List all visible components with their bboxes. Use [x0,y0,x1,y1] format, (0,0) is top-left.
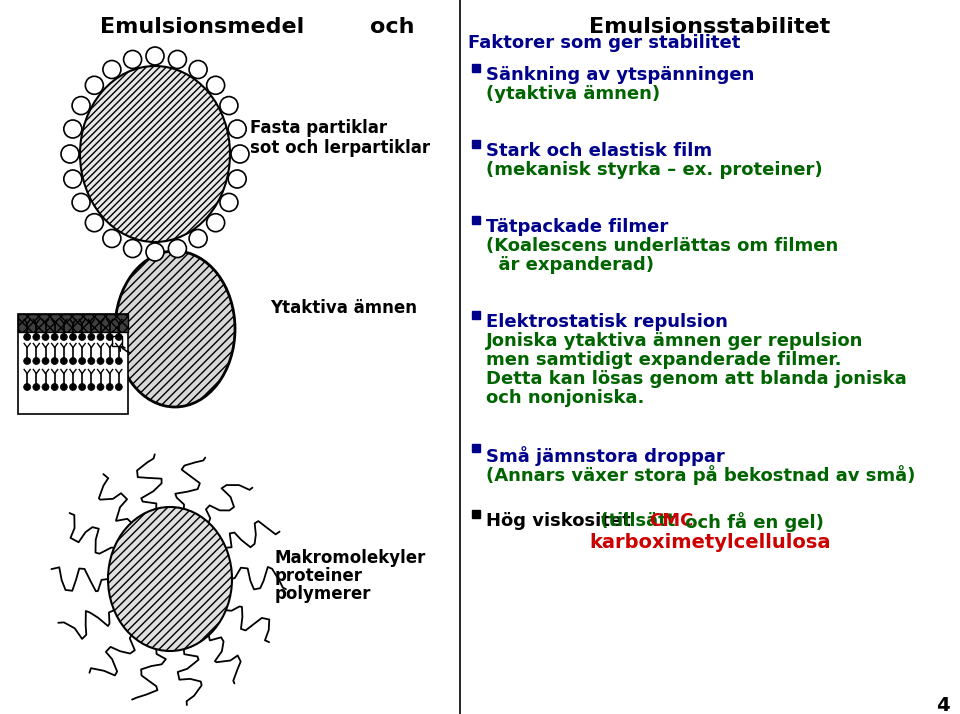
Circle shape [103,61,121,79]
Circle shape [189,61,207,79]
Circle shape [220,193,238,211]
Circle shape [168,51,186,69]
Text: men samtidigt expanderade filmer.: men samtidigt expanderade filmer. [486,351,842,369]
Text: Stark och elastisk film: Stark och elastisk film [486,142,712,160]
Text: Detta kan lösas genom att blanda joniska: Detta kan lösas genom att blanda joniska [486,370,907,388]
Text: Makromolekyler: Makromolekyler [275,549,426,567]
Circle shape [206,76,225,94]
Circle shape [115,358,122,365]
Circle shape [72,96,90,114]
Circle shape [42,358,49,365]
Text: är expanderad): är expanderad) [486,256,654,274]
Circle shape [107,383,113,391]
Circle shape [79,383,85,391]
Circle shape [228,170,246,188]
Circle shape [24,333,31,341]
Text: Elektrostatisk repulsion: Elektrostatisk repulsion [486,313,728,331]
Circle shape [63,120,82,138]
Circle shape [60,383,67,391]
Circle shape [115,333,122,341]
Circle shape [69,333,77,341]
Circle shape [87,333,95,341]
Circle shape [87,358,95,365]
Circle shape [69,383,77,391]
Circle shape [189,229,207,248]
Circle shape [107,358,113,365]
Text: Ytaktiva ämnen: Ytaktiva ämnen [270,299,417,317]
Circle shape [63,170,82,188]
Circle shape [24,358,31,365]
Text: (mekanisk styrka – ex. proteiner): (mekanisk styrka – ex. proteiner) [486,161,823,179]
Circle shape [51,383,59,391]
Bar [472,444,480,452]
Circle shape [60,333,67,341]
Text: och nonjoniska.: och nonjoniska. [486,389,644,407]
Text: proteiner: proteiner [275,567,363,585]
Circle shape [33,383,39,391]
Ellipse shape [115,251,235,407]
Circle shape [228,120,246,138]
Circle shape [51,333,59,341]
Circle shape [85,76,104,94]
Bar [18,314,128,332]
Circle shape [206,213,225,232]
Text: Tätpackade filmer: Tätpackade filmer [486,218,668,236]
Circle shape [115,383,122,391]
Bar [472,510,480,518]
Text: CMC: CMC [649,512,693,530]
Text: och: och [370,17,415,37]
Text: Emulsionsmedel: Emulsionsmedel [100,17,304,37]
Circle shape [168,239,186,258]
Text: Hög viskositet: Hög viskositet [486,512,631,530]
Text: (ytaktiva ämnen): (ytaktiva ämnen) [486,85,660,103]
Circle shape [33,358,39,365]
Circle shape [97,358,104,365]
Circle shape [33,333,39,341]
Text: (Annars växer stora på bekostnad av små): (Annars växer stora på bekostnad av små) [486,465,916,485]
Circle shape [231,145,249,163]
Text: sot och lerpartiklar: sot och lerpartiklar [250,139,430,157]
Circle shape [79,358,85,365]
Circle shape [42,383,49,391]
Circle shape [72,193,90,211]
Bar [472,311,480,319]
Circle shape [60,358,67,365]
Circle shape [85,213,104,232]
Circle shape [146,47,164,65]
Circle shape [61,145,79,163]
Text: Joniska ytaktiva ämnen ger repulsion: Joniska ytaktiva ämnen ger repulsion [486,332,863,350]
Bar [472,140,480,148]
Bar [472,216,480,224]
Text: Små jämnstora droppar: Små jämnstora droppar [486,446,725,466]
Circle shape [87,383,95,391]
Circle shape [24,383,31,391]
Text: Fasta partiklar: Fasta partiklar [250,119,387,137]
Bar [472,64,480,72]
Text: Faktorer som ger stabilitet: Faktorer som ger stabilitet [468,34,740,52]
Circle shape [124,51,141,69]
Circle shape [124,239,141,258]
Text: Emulsionsstabilitet: Emulsionsstabilitet [589,17,830,37]
Circle shape [107,333,113,341]
Text: (tillsätt: (tillsätt [594,512,682,530]
Text: 4: 4 [936,696,950,714]
Circle shape [103,229,121,248]
Circle shape [51,358,59,365]
Circle shape [42,333,49,341]
Text: och få en gel): och få en gel) [679,512,824,532]
Circle shape [97,383,104,391]
Circle shape [146,243,164,261]
Bar [18,314,128,414]
Text: (Koalescens underlättas om filmen: (Koalescens underlättas om filmen [486,237,838,255]
Text: Sänkning av ytspänningen: Sänkning av ytspänningen [486,66,755,84]
Ellipse shape [108,507,232,651]
Circle shape [220,96,238,114]
Text: polymerer: polymerer [275,585,372,603]
Bar [112,336,122,346]
Circle shape [97,333,104,341]
Ellipse shape [80,66,230,242]
Text: karboximetylcellulosa: karboximetylcellulosa [589,533,830,552]
Circle shape [79,333,85,341]
Circle shape [69,358,77,365]
